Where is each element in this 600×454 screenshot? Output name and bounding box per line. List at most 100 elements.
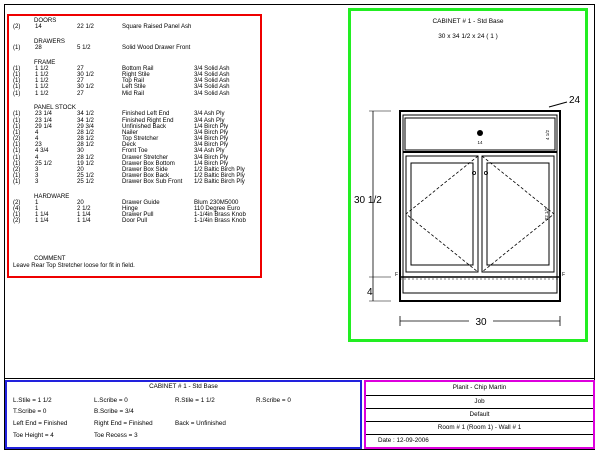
left-door-swing — [405, 155, 479, 273]
height-dimension: 30 1/2 — [354, 195, 382, 206]
cut-list-l: 28 1/2 — [77, 153, 94, 161]
right-door-knob — [483, 170, 488, 175]
cut-list-mat: 1-1/4in Brass Knob — [194, 217, 246, 225]
cut-list-section-title: DRAWERS — [34, 37, 65, 45]
title-date: Date : 12-09-2006 — [378, 437, 429, 444]
cut-list-section-title: FRAME — [34, 58, 56, 66]
cut-list-mat: 3/4 Solid Ash — [194, 89, 230, 97]
cut-list-part: Drawer Box Side — [122, 165, 168, 173]
cut-list-l: 30 1/2 — [77, 83, 94, 91]
cut-list-qty: (2) — [13, 217, 21, 225]
cut-list-mat: 1/4 Birch Ply — [194, 159, 229, 167]
cut-list-qty: (1) — [13, 44, 21, 52]
cut-list-w: 1 1/4 — [35, 217, 49, 225]
cut-list-qty: (1) — [13, 128, 21, 136]
drawing-size: 30 x 34 1/2 x 24 ( 1 ) — [438, 33, 498, 40]
depth-dimension: 24 — [569, 95, 581, 106]
cut-list-mat: 3/4 Birch Ply — [194, 135, 229, 143]
cut-list-l: 34 1/2 — [77, 116, 94, 124]
spec-toe-height: Toe Height = 4 — [13, 432, 54, 439]
cut-list-l: 30 — [77, 147, 84, 155]
cut-list-mat: 3/4 Solid Ash — [194, 71, 230, 79]
cut-list-part: Right Stile — [122, 71, 150, 79]
spec-right-scribe: R.Scribe = 0 — [256, 397, 291, 404]
spec-toe-recess: Toe Recess = 3 — [94, 432, 138, 439]
cut-list-w: 14 — [35, 23, 42, 31]
spec-top-scribe: T.Scribe = 0 — [13, 408, 47, 415]
sheet-frame — [4, 4, 595, 450]
cut-list-w: 1 — [35, 205, 39, 213]
door-height-note: 22 1/2 — [544, 207, 549, 220]
spec-bottom-scribe: B.Scribe = 3/4 — [94, 408, 134, 415]
cut-list-part: Top Rail — [122, 77, 145, 85]
cut-list-l: 25 1/2 — [77, 178, 94, 186]
cut-list-part: Front Toe — [122, 147, 148, 155]
cut-list-mat: 3/4 Solid Ash — [194, 77, 230, 85]
width-label-bg — [469, 314, 493, 327]
cut-list-qty: (1) — [13, 110, 21, 118]
title-room: Room # 1 (Room 1) - Wall # 1 — [366, 421, 593, 435]
cut-list-w: 1 1/4 — [35, 211, 49, 219]
cut-list-l: 34 1/2 — [77, 110, 94, 118]
cut-list-w: 23 1/4 — [35, 116, 52, 124]
cut-list-qty: (1) — [13, 71, 21, 79]
spec-left-end: Left End = Finished — [13, 420, 68, 427]
toe-dimension: 4 — [367, 287, 373, 298]
cut-list-mat: 1/2 Baltic Birch Ply — [194, 171, 245, 179]
cut-list-mat: 3/4 Ash Ply — [194, 147, 225, 155]
cut-list-mat: 3/4 Birch Ply — [194, 153, 229, 161]
cut-list-l: 5 1/2 — [77, 44, 91, 52]
cut-list-part: Drawer Box Back — [122, 171, 170, 179]
cut-list-l: 29 3/4 — [77, 122, 94, 130]
cut-list-mat: 3/4 Ash Ply — [194, 116, 225, 124]
face-frame — [402, 114, 558, 294]
cut-list-w: 4 — [35, 153, 39, 161]
cut-list-w: 1 1/2 — [35, 64, 49, 72]
drawer-width-note: 14 — [477, 140, 483, 145]
cut-list-qty: (1) — [13, 89, 21, 97]
cut-list-part: Drawer Box Sub Front — [122, 178, 183, 186]
cut-list-mat: 3/4 Ash Ply — [194, 110, 225, 118]
spec-left-scribe: L.Scribe = 0 — [94, 397, 128, 404]
cut-list-part: Door Pull — [122, 217, 148, 225]
width-dimension: 30 — [475, 317, 487, 328]
cut-list-w: 4 — [35, 128, 39, 136]
cut-list-mat: 1/4 Birch Ply — [194, 122, 229, 130]
cut-list-part: Top Stretcher — [122, 135, 159, 143]
cut-list-qty: (2) — [13, 165, 21, 173]
cut-list-qty: (4) — [13, 205, 21, 213]
cut-list-mat: 3/4 Solid Ash — [194, 83, 230, 91]
cut-list-part: Drawer Stretcher — [122, 153, 169, 161]
cut-list-mat: 3/4 Birch Ply — [194, 128, 229, 136]
cut-list-w: 25 1/2 — [35, 159, 52, 167]
cut-list-w: 29 1/4 — [35, 122, 52, 130]
cut-list-section-title: PANEL STOCK — [34, 104, 76, 112]
cabinet-drawing-panel: CABINET # 1 - Std Base 30 x 34 1/2 x 24 … — [348, 8, 588, 342]
cut-list-l: 2 1/2 — [77, 205, 91, 213]
drawer-height-dimension: 4 1/2 — [545, 130, 550, 141]
cut-list-l: 25 1/2 — [77, 171, 94, 179]
specs-title: CABINET # 1 - Std Base — [149, 383, 218, 390]
cut-list-qty: (1) — [13, 153, 21, 161]
cut-list-part: Bottom Rail — [122, 64, 154, 72]
spec-left-stile: L.Stile = 1 1/2 — [13, 397, 52, 404]
cut-list-qty: (2) — [13, 135, 21, 143]
left-door-knob — [472, 170, 477, 175]
cut-list-qty: (1) — [13, 178, 21, 186]
left-door-panel — [410, 162, 474, 266]
cut-list-w: 4 3/4 — [35, 147, 49, 155]
cut-list-part: Nailer — [122, 128, 138, 136]
comment-title: COMMENT — [34, 255, 66, 262]
title-job: Job — [366, 395, 593, 409]
cut-list-mat: 3/4 Solid Ash — [194, 64, 230, 72]
cut-list-part: Left Stile — [122, 83, 146, 91]
cut-list-w: 3 — [35, 165, 39, 173]
left-door — [405, 155, 479, 273]
cut-list-part: Hinge — [122, 205, 138, 213]
cut-list-w: 1 1/2 — [35, 89, 49, 97]
cut-list-mat: Blum 230M5000 — [194, 199, 239, 207]
finish-marker-left: F — [395, 272, 398, 278]
cut-list-l: 20 — [77, 199, 84, 207]
right-door-swing — [481, 155, 555, 273]
cut-list-qty: (1) — [13, 83, 21, 91]
